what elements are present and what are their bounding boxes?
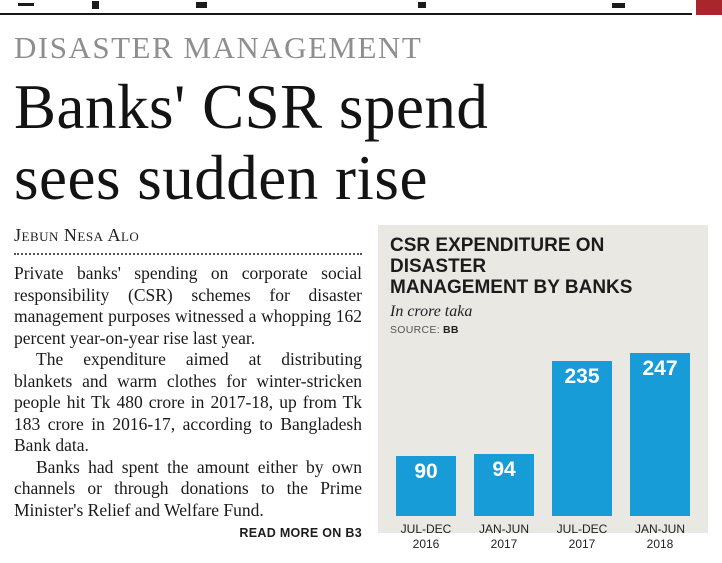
cropped-text-fragment (18, 3, 34, 6)
bar: 94 (474, 454, 534, 517)
article-headline: Banks' CSR spend sees sudden rise (14, 72, 708, 213)
chart-unit-label: In crore taka (390, 303, 473, 321)
headline-line-1: Banks' CSR spend (14, 72, 489, 142)
dotted-rule (14, 251, 362, 256)
red-corner-block (696, 0, 722, 15)
bar-column: 90 JUL-DEC 2016 (390, 456, 462, 552)
section-label: DISASTER MANAGEMENT (14, 30, 423, 65)
bar-category-label: JUL-DEC 2017 (556, 522, 608, 552)
chart-title-line-2: MANAGEMENT BY BANKS (390, 277, 633, 299)
byline: Jebun Nesa Alo (14, 225, 140, 246)
chart-source-line: SOURCE: BB (390, 324, 696, 336)
bar-column: 247 JAN-JUN 2018 (624, 353, 696, 552)
bar-chart: 90 JUL-DEC 2016 94 JAN-JUN 2017 235 JUL-DEC 2017… (390, 344, 696, 552)
article-content: DISASTER MANAGEMENT Banks' CSR spend see… (0, 30, 722, 551)
bar-value-label: 90 (414, 460, 438, 484)
bar: 235 (552, 361, 612, 517)
source-value: BB (442, 324, 459, 337)
cropped-text-fragment (612, 3, 625, 8)
bar: 247 (630, 353, 690, 517)
bar-column: 235 JUL-DEC 2017 (546, 361, 618, 552)
article-body-row: Jebun Nesa Alo Private banks' spending o… (14, 225, 708, 551)
headline-line-2: sees sudden rise (14, 142, 428, 213)
csr-chart-panel: CSR EXPENDITURE ON DISASTER MANAGEMENT B… (378, 225, 708, 551)
article-paragraphs: Private banks' spending on corporate soc… (14, 263, 362, 521)
bar-category-label: JAN-JUN 2018 (635, 522, 685, 552)
cropped-text-fragment (418, 2, 426, 8)
article-paragraph: Banks had spent the amount either by own… (14, 456, 362, 520)
bar: 90 (396, 456, 456, 517)
page-top-edge (0, 0, 692, 15)
bar-value-label: 94 (492, 458, 516, 482)
bar-category-label: JUL-DEC 2016 (400, 522, 452, 552)
bar-value-label: 247 (642, 357, 678, 381)
source-prefix: SOURCE: (390, 324, 440, 337)
chart-title: CSR EXPENDITURE ON DISASTER MANAGEMENT B… (390, 235, 696, 298)
bar-column: 94 JAN-JUN 2017 (468, 454, 540, 552)
article-paragraph: The expenditure aimed at distributing bl… (14, 349, 362, 456)
chart-title-line-1: CSR EXPENDITURE ON DISASTER (390, 235, 605, 278)
bar-value-label: 235 (564, 365, 600, 389)
cropped-text-fragment (92, 1, 99, 9)
article-text-column: Jebun Nesa Alo Private banks' spending o… (14, 225, 362, 540)
bar-category-label: JAN-JUN 2017 (479, 522, 529, 552)
cropped-text-fragment (196, 2, 207, 8)
read-more-note: READ MORE ON B3 (239, 526, 362, 541)
article-paragraph: Private banks' spending on corporate soc… (14, 263, 362, 348)
